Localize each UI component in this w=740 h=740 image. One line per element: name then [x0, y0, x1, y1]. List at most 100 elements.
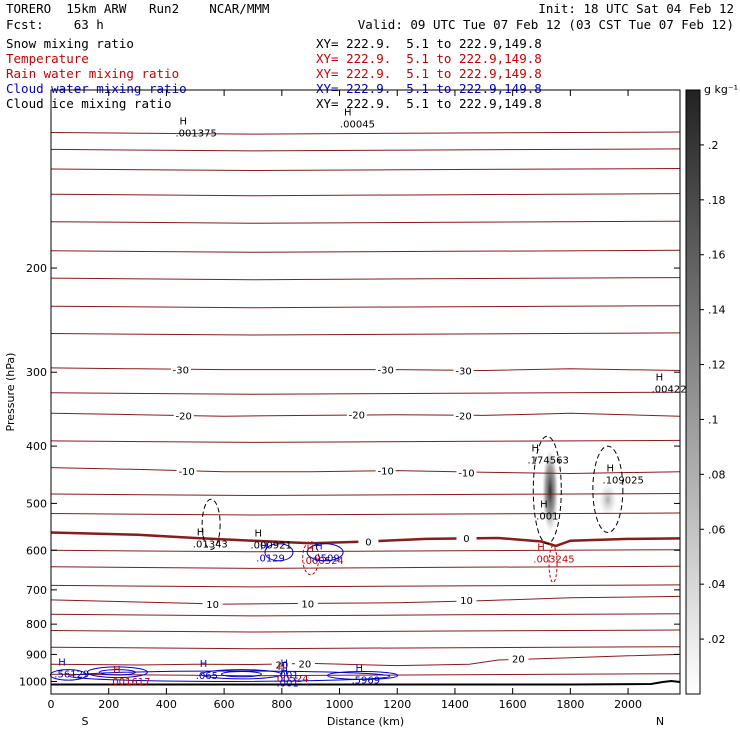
cloud-water-max-label-h: H [280, 658, 288, 669]
isotherm-label: -20 [455, 411, 471, 422]
terrain-surface [51, 679, 681, 686]
header-forecast-hour: Fcst: 63 h [6, 17, 104, 32]
snow-max-label: .109025 [603, 475, 644, 486]
cloud-water-max-label-h: H [315, 541, 323, 552]
legend-cloud-ice: Cloud ice mixing ratio [6, 96, 172, 111]
y-tick-label: 700 [26, 584, 47, 597]
rain-contour [548, 545, 558, 583]
colorbar-tick-label: .1 [708, 413, 719, 426]
cloud-water-max-label-h: H [356, 664, 364, 675]
x-tick-label: 0 [48, 698, 55, 711]
extra-isotherms [50, 131, 681, 677]
isotherm-label: 0 [463, 534, 469, 545]
isotherm-unlabeled [50, 646, 681, 650]
hydrometeor-shading [542, 449, 617, 533]
snow-contour [201, 498, 221, 550]
x-tick-label: 800 [271, 698, 292, 711]
legend-rain: Rain water mixing ratio [6, 66, 180, 81]
colorbar-tick-label: .2 [708, 139, 719, 152]
isotherm-unlabeled [50, 305, 681, 309]
cloud-water-max-label: .065 [196, 671, 218, 682]
isotherm-unlabeled [50, 512, 681, 516]
x-tick-label: 2000 [614, 698, 642, 711]
isotherm-line [50, 531, 681, 548]
legend-cloud-water-xy: XY= 222.9. 5.1 to 222.9,149.8 [316, 81, 542, 96]
isotherm-unlabeled [50, 439, 681, 443]
rain-contour [302, 541, 320, 576]
isotherm-label: -10 [378, 467, 394, 478]
legend-rain-xy: XY= 222.9. 5.1 to 222.9,149.8 [316, 66, 542, 81]
max-labels: -30 -30 -30 -20 -20 -20 -10 -10 -10 0 0 10 10 10 20 20 2… [54, 107, 686, 689]
y-tick-label: 900 [26, 648, 47, 661]
isotherm-label-bg [375, 464, 396, 477]
rain-max-label-h: H [537, 543, 545, 554]
x-tick-label: 1400 [441, 698, 469, 711]
snow-max-label: .000921 [251, 540, 292, 551]
isotherm-label-bg [170, 363, 191, 376]
snow-max-label-h: H [532, 443, 540, 454]
legend-temperature: Temperature [6, 51, 89, 66]
legend-snow-xy: XY= 222.9. 5.1 to 222.9,149.8 [316, 36, 542, 51]
isotherm-line [50, 595, 681, 605]
snow-max-label: .001375 [175, 128, 216, 139]
north-label: N [656, 715, 664, 728]
snow-max-label: .01343 [193, 540, 228, 551]
isotherm-label: 10 [301, 599, 314, 610]
header-run-info: TORERO 15km ARW Run2 NCAR/MMM [6, 1, 270, 16]
snow-max-label-h: H [656, 372, 664, 383]
isotherm-label-bg [508, 652, 529, 665]
isotherm-unlabeled [50, 148, 681, 152]
rain-max-label: .000524 [302, 556, 343, 567]
header-init-time: Init: 18 UTC Sat 04 Feb 12 [538, 1, 734, 16]
legend-snow: Snow mixing ratio [6, 36, 134, 51]
isotherm-label-bg [456, 593, 477, 606]
cloud-water-max-label-h: H [260, 541, 268, 552]
isotherm-unlabeled [50, 168, 681, 172]
cloud-water-max-label-h: H [58, 658, 66, 669]
isotherm-label-bg [346, 408, 367, 421]
cloud-water-contour [69, 670, 391, 682]
y-tick-label: 200 [26, 262, 47, 275]
isotherm-label: 20 [275, 660, 288, 671]
isotherm-unlabeled [50, 584, 681, 588]
x-tick-label: 1800 [556, 698, 584, 711]
snow-contour [592, 445, 624, 534]
colorbar-tick-label: .04 [708, 578, 726, 591]
isotherm-label: -20 [349, 411, 365, 422]
isotherm-unlabeled [50, 332, 681, 336]
colorbar-tick-label: .16 [708, 249, 726, 262]
cloud-water-max-label: .5969 [352, 676, 381, 687]
x-tick-label: 1600 [499, 698, 527, 711]
cloud-water-contour [86, 666, 148, 679]
cloud-water-max-label: .0129 [256, 553, 285, 564]
isotherm-unlabeled [50, 193, 681, 197]
snow-max-label: .00422 [652, 384, 687, 395]
isotherm-label: -30 [455, 366, 471, 377]
isotherm-label-bg [375, 363, 396, 376]
isotherm-unlabeled [50, 391, 681, 395]
rain-max-label-h: H [113, 665, 121, 676]
cloud-water-max-label: .56129 [54, 670, 89, 681]
isotherm-label-bg [453, 409, 474, 422]
isotherm-unlabeled [50, 613, 681, 617]
rain-max-label: .001617 [109, 677, 150, 688]
isotherm-label-bg [271, 658, 292, 671]
isotherm-label: 10 [460, 596, 473, 607]
colorbar-bar [685, 89, 701, 695]
axes: 0 200 400 600 800 1000 1200 1400 1600 1800 2000200… [4, 90, 680, 728]
shaded-region-0 [542, 449, 559, 533]
isotherm-unlabeled [50, 220, 681, 224]
mixing-ratio-contours [49, 435, 624, 682]
isotherm-label-bg [456, 531, 477, 544]
snow-contour [532, 435, 562, 545]
cloud-water-max-label: .001 [276, 670, 298, 681]
y-tick-label: 300 [26, 366, 47, 379]
isotherm-line [50, 653, 681, 667]
snow-max-label: .174563 [528, 455, 569, 466]
isotherm-label-bg [358, 535, 379, 548]
south-label: S [82, 715, 89, 728]
y-axis-label: Pressure (hPa) [4, 353, 17, 432]
isotherm-label-bg [176, 465, 197, 478]
isotherm-label: -10 [458, 468, 474, 479]
